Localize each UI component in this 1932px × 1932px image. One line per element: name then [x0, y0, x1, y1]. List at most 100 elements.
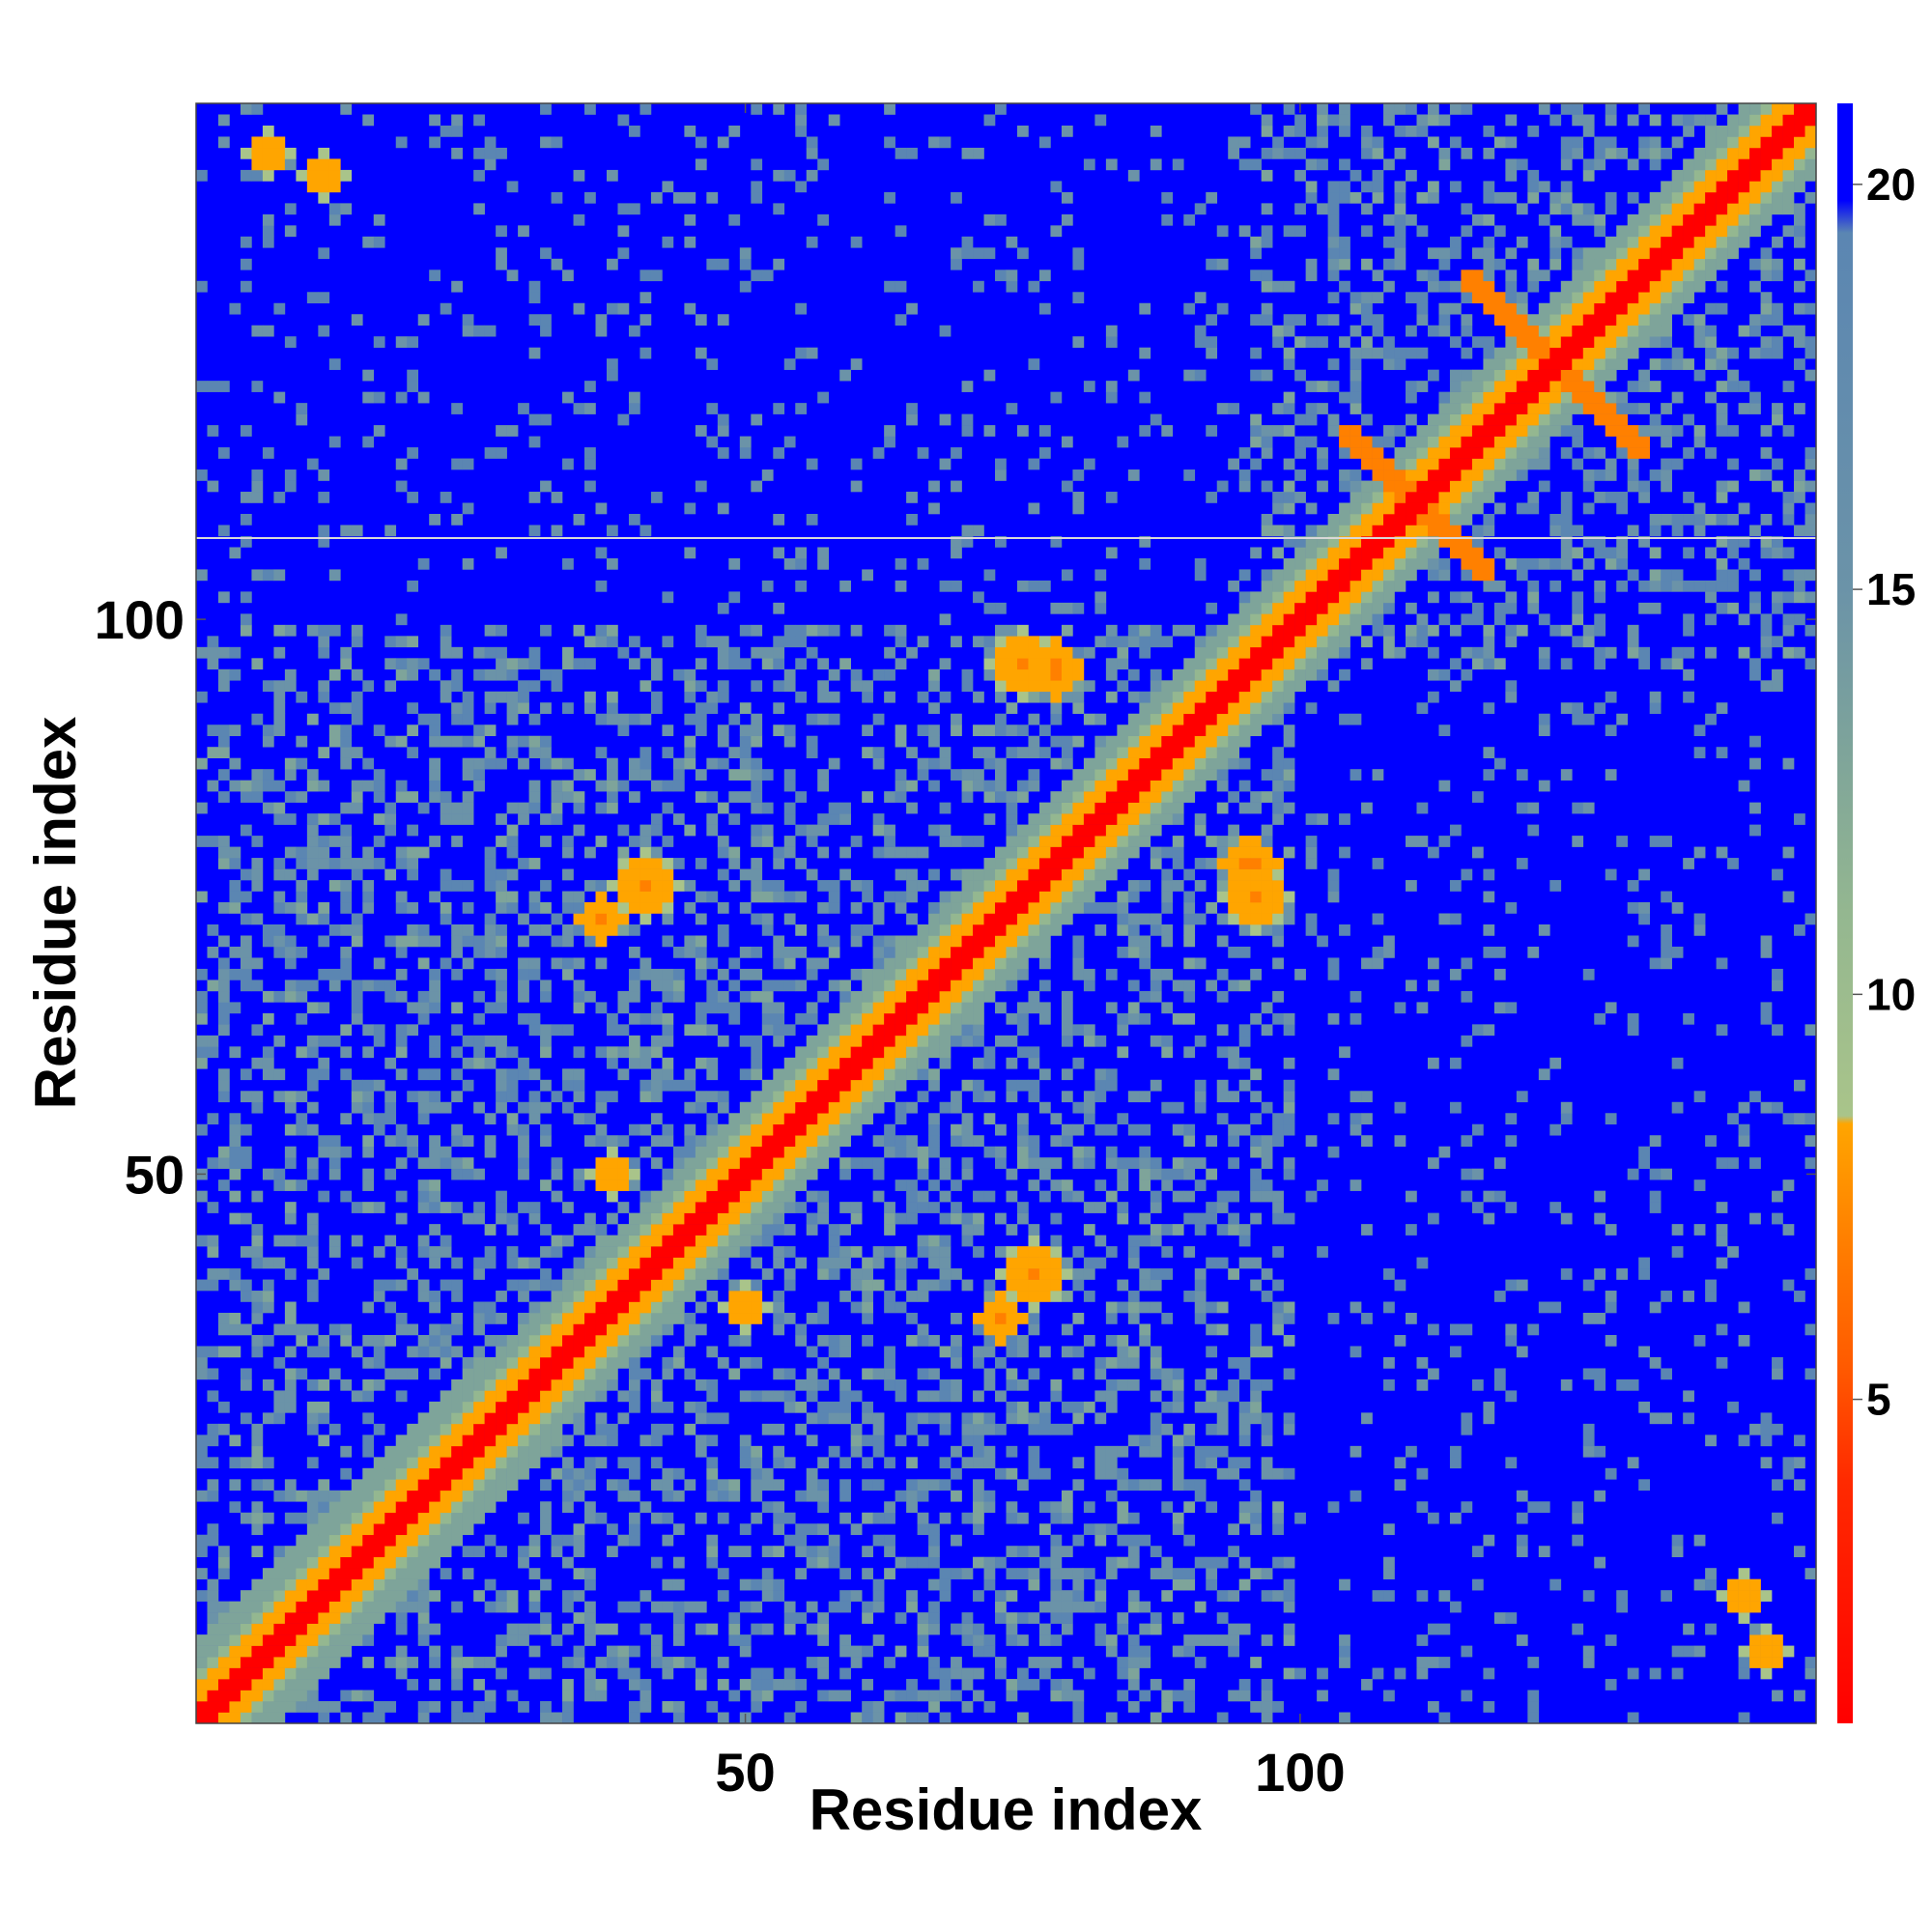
- heatmap-cell: [606, 913, 618, 925]
- heatmap-cell: [506, 836, 519, 847]
- heatmap-cell: [395, 968, 408, 980]
- heatmap-cell: [1105, 858, 1118, 869]
- heatmap-cell: [839, 1202, 851, 1213]
- heatmap-cell: [417, 923, 430, 936]
- heatmap-cell: [562, 1435, 574, 1447]
- heatmap-cell: [995, 946, 1007, 958]
- heatmap-cell: [251, 169, 264, 182]
- heatmap-cell: [1139, 913, 1151, 925]
- heatmap-cell: [473, 1346, 485, 1358]
- heatmap-cell: [1117, 913, 1129, 925]
- heatmap-cell: [828, 1068, 840, 1081]
- heatmap-cell: [284, 1590, 297, 1602]
- heatmap-cell: [672, 668, 685, 681]
- heatmap-cell: [328, 836, 341, 847]
- heatmap-cell: [417, 1002, 430, 1014]
- heatmap-cell: [1161, 791, 1174, 803]
- heatmap-cell: [1117, 780, 1129, 792]
- heatmap-cell: [296, 735, 308, 748]
- heatmap-cell: [1228, 747, 1240, 758]
- heatmap-cell: [1216, 225, 1229, 238]
- heatmap-cell: [884, 1224, 895, 1236]
- heatmap-cell: [628, 1712, 640, 1724]
- heatmap-cell: [617, 780, 630, 792]
- heatmap-cell: [196, 1679, 208, 1690]
- heatmap-cell: [351, 747, 363, 758]
- heatmap-cell: [1072, 1457, 1085, 1469]
- heatmap-cell: [773, 203, 785, 215]
- heatmap-cell: [573, 1002, 585, 1014]
- heatmap-cell: [761, 1113, 774, 1125]
- heatmap-cell: [1028, 747, 1040, 758]
- heatmap-cell: [783, 813, 796, 825]
- heatmap-cell: [1250, 880, 1262, 892]
- heatmap-cell: [528, 1346, 541, 1358]
- heatmap-cell: [1072, 957, 1085, 970]
- heatmap-cell: [1006, 646, 1018, 659]
- heatmap-cell: [440, 913, 452, 925]
- heatmap-cell: [318, 1146, 330, 1158]
- heatmap-cell: [196, 1645, 208, 1658]
- heatmap-cell: [606, 1479, 618, 1492]
- heatmap-cell: [1228, 858, 1240, 869]
- heatmap-cell: [1150, 680, 1162, 693]
- heatmap-cell: [1172, 1445, 1184, 1458]
- heatmap-cell: [973, 957, 984, 970]
- heatmap-cell: [1016, 1268, 1029, 1280]
- heatmap-cell: [518, 813, 529, 825]
- heatmap-cell: [1038, 1634, 1051, 1646]
- heatmap-cell: [1172, 747, 1184, 758]
- heatmap-cell: [1105, 780, 1118, 792]
- heatmap-cell: [284, 1313, 297, 1324]
- heatmap-cell: [1194, 569, 1207, 582]
- heatmap-cell: [628, 1268, 640, 1280]
- heatmap-cell: [573, 169, 585, 182]
- heatmap-cell: [1016, 1212, 1029, 1225]
- heatmap-cell: [951, 1334, 962, 1347]
- heatmap-cell: [639, 1623, 652, 1635]
- heatmap-cell: [1061, 1679, 1073, 1690]
- heatmap-cell: [395, 1212, 408, 1225]
- heatmap-cell: [429, 1501, 440, 1514]
- heatmap-cell: [717, 447, 729, 459]
- heatmap-cell: [251, 1701, 264, 1713]
- heatmap-cell: [628, 1523, 640, 1536]
- heatmap-cell: [1238, 724, 1251, 737]
- heatmap-cell: [1250, 1179, 1262, 1191]
- heatmap-cell: [617, 1257, 630, 1269]
- heatmap-cell: [1216, 968, 1229, 980]
- heatmap-cell: [917, 557, 929, 570]
- heatmap-cell: [340, 1512, 353, 1524]
- heatmap-cell: [284, 813, 297, 825]
- heatmap-cell: [695, 1135, 707, 1148]
- heatmap-cell: [1161, 813, 1174, 825]
- heatmap-cell: [451, 1002, 463, 1014]
- heatmap-cell: [1127, 1634, 1140, 1646]
- heatmap-cell: [1028, 813, 1040, 825]
- heatmap-cell: [606, 1012, 618, 1025]
- heatmap-cell: [1072, 1601, 1085, 1613]
- heatmap-cell: [207, 1346, 219, 1358]
- heatmap-cell: [951, 946, 962, 958]
- heatmap-cell: [217, 591, 230, 604]
- heatmap-cell: [606, 713, 618, 725]
- heatmap-cell: [484, 1534, 497, 1547]
- heatmap-cell: [783, 1024, 796, 1037]
- heatmap-cell: [1206, 1457, 1218, 1469]
- heatmap-cell: [973, 1246, 984, 1258]
- heatmap-cell: [1206, 1578, 1218, 1591]
- heatmap-cell: [1183, 923, 1196, 936]
- heatmap-cell: [518, 990, 529, 1003]
- heatmap-cell: [540, 980, 552, 992]
- heatmap-cell: [628, 1224, 640, 1236]
- heatmap-cell: [1061, 913, 1073, 925]
- heatmap-cell: [739, 1123, 752, 1136]
- heatmap-cell: [1094, 923, 1107, 936]
- heatmap-cell: [506, 1257, 519, 1269]
- heatmap-cell: [240, 891, 252, 903]
- heatmap-cell: [484, 158, 497, 171]
- heatmap-cell: [684, 125, 696, 137]
- heatmap-cell: [939, 747, 952, 758]
- heatmap-cell: [639, 1279, 652, 1292]
